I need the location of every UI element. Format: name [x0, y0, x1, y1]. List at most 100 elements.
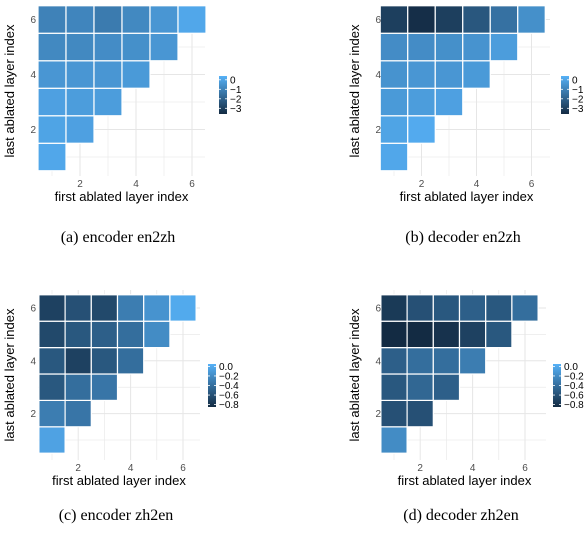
heatmap-cell — [432, 294, 461, 322]
heatmap-cell — [406, 399, 434, 428]
heatmap-cell — [93, 60, 123, 89]
legend-label: −0.6 — [219, 391, 239, 402]
heatmap-cell — [489, 32, 519, 62]
heatmap-cell — [38, 373, 66, 401]
legend-label: −3 — [572, 104, 584, 115]
legend-label: −0.6 — [564, 391, 584, 402]
legend-label: −3 — [230, 104, 242, 115]
y-tick-label: 6 — [30, 15, 36, 26]
heatmap-cell — [434, 32, 464, 62]
heatmap-cell — [379, 142, 409, 172]
legend-label: −0.8 — [564, 400, 584, 411]
heatmap-cell — [432, 373, 461, 401]
y-axis-label: last ablated layer index — [347, 24, 362, 157]
legend-label: −2 — [572, 94, 584, 105]
y-axis-label: last ablated layer index — [2, 308, 17, 441]
heatmap-cell — [37, 60, 67, 89]
heatmap-cell — [380, 373, 408, 401]
y-axis-label: last ablated layer index — [2, 24, 17, 157]
heatmap-cell — [177, 5, 207, 34]
heatmap-cell — [462, 32, 491, 62]
heatmap-cell — [64, 320, 92, 349]
heatmap-cell — [432, 320, 461, 349]
y-axis-label: last ablated layer index — [347, 308, 362, 441]
legend-label: −0.2 — [564, 371, 584, 382]
x-tick-label: 6 — [522, 463, 528, 474]
heatmap-cell — [379, 5, 409, 34]
heatmap-cell — [64, 347, 92, 375]
legend: 0−1−2−3 — [561, 75, 584, 115]
heatmap-cell — [434, 5, 464, 34]
heatmap-cell — [65, 87, 95, 117]
x-tick-label: 4 — [133, 179, 139, 190]
x-tick-label: 4 — [128, 463, 134, 474]
heatmap-cell — [379, 115, 409, 144]
y-tick-label: 2 — [30, 409, 36, 420]
heatmap-cell — [462, 60, 491, 89]
heatmap-cell — [489, 5, 519, 34]
y-tick-label: 6 — [30, 304, 36, 315]
x-axis-label: first ablated layer index — [52, 473, 186, 488]
y-tick-label: 6 — [375, 304, 381, 315]
heatmap-cell — [38, 426, 66, 454]
heatmap-cell — [121, 5, 151, 34]
x-tick-label: 4 — [474, 179, 480, 190]
heatmap-cell — [379, 87, 409, 117]
heatmap-cell — [169, 294, 197, 322]
y-tick-label: 4 — [30, 356, 36, 367]
heatmap-cells — [379, 5, 546, 172]
heatmap-cell — [458, 294, 487, 322]
y-tick-label: 2 — [375, 125, 381, 136]
x-tick-label: 2 — [417, 463, 423, 474]
legend-label: −0.4 — [564, 381, 584, 392]
heatmap-cell — [38, 320, 66, 349]
legend-label: −2 — [230, 94, 242, 105]
heatmap-cell — [406, 294, 434, 322]
y-tick-label: 4 — [375, 356, 381, 367]
heatmap-cell — [380, 347, 408, 375]
heatmap-cell — [432, 347, 461, 375]
heatmap-cell — [380, 426, 408, 454]
heatmap-cell — [37, 32, 67, 62]
caption-d: (d) decoder zh2en — [403, 507, 519, 524]
legend: 0−1−2−3 — [219, 75, 242, 115]
heatmap-cell — [380, 399, 408, 428]
heatmap-cell — [407, 87, 436, 117]
heatmap-cell — [64, 399, 92, 428]
heatmap-cell — [511, 294, 539, 322]
heatmap-cell — [407, 115, 436, 144]
heatmap-cell — [380, 320, 408, 349]
heatmap-cell — [116, 320, 145, 349]
heatmap-cell — [38, 347, 66, 375]
heatmap-cell — [380, 294, 408, 322]
legend-label: −0.2 — [219, 371, 239, 382]
x-tick-label: 2 — [77, 179, 83, 190]
legend-label: −0.8 — [219, 400, 239, 411]
x-axis-label: first ablated layer index — [400, 189, 534, 204]
legend-colorbar — [208, 364, 216, 407]
heatmap-cell — [379, 32, 409, 62]
legend-colorbar — [553, 364, 561, 407]
heatmap-cell — [406, 373, 434, 401]
x-tick-label: 6 — [529, 179, 535, 190]
legend-label: −1 — [230, 85, 242, 96]
legend-label: −0.4 — [219, 381, 239, 392]
heatmap-cell — [407, 5, 436, 34]
heatmap-cell — [37, 115, 67, 144]
heatmap-cell — [65, 115, 95, 144]
heatmap-cells — [380, 294, 539, 454]
heatmap-cell — [93, 5, 123, 34]
heatmap-cell — [458, 320, 487, 349]
heatmap-cell — [406, 347, 434, 375]
heatmap-cell — [93, 32, 123, 62]
heatmap-cell — [37, 87, 67, 117]
x-tick-label: 6 — [189, 179, 195, 190]
heatmap-cell — [458, 347, 487, 375]
caption-a: (a) encoder en2zh — [60, 229, 176, 246]
legend-label: 0 — [572, 75, 578, 86]
legend-label: 0.0 — [564, 362, 578, 373]
